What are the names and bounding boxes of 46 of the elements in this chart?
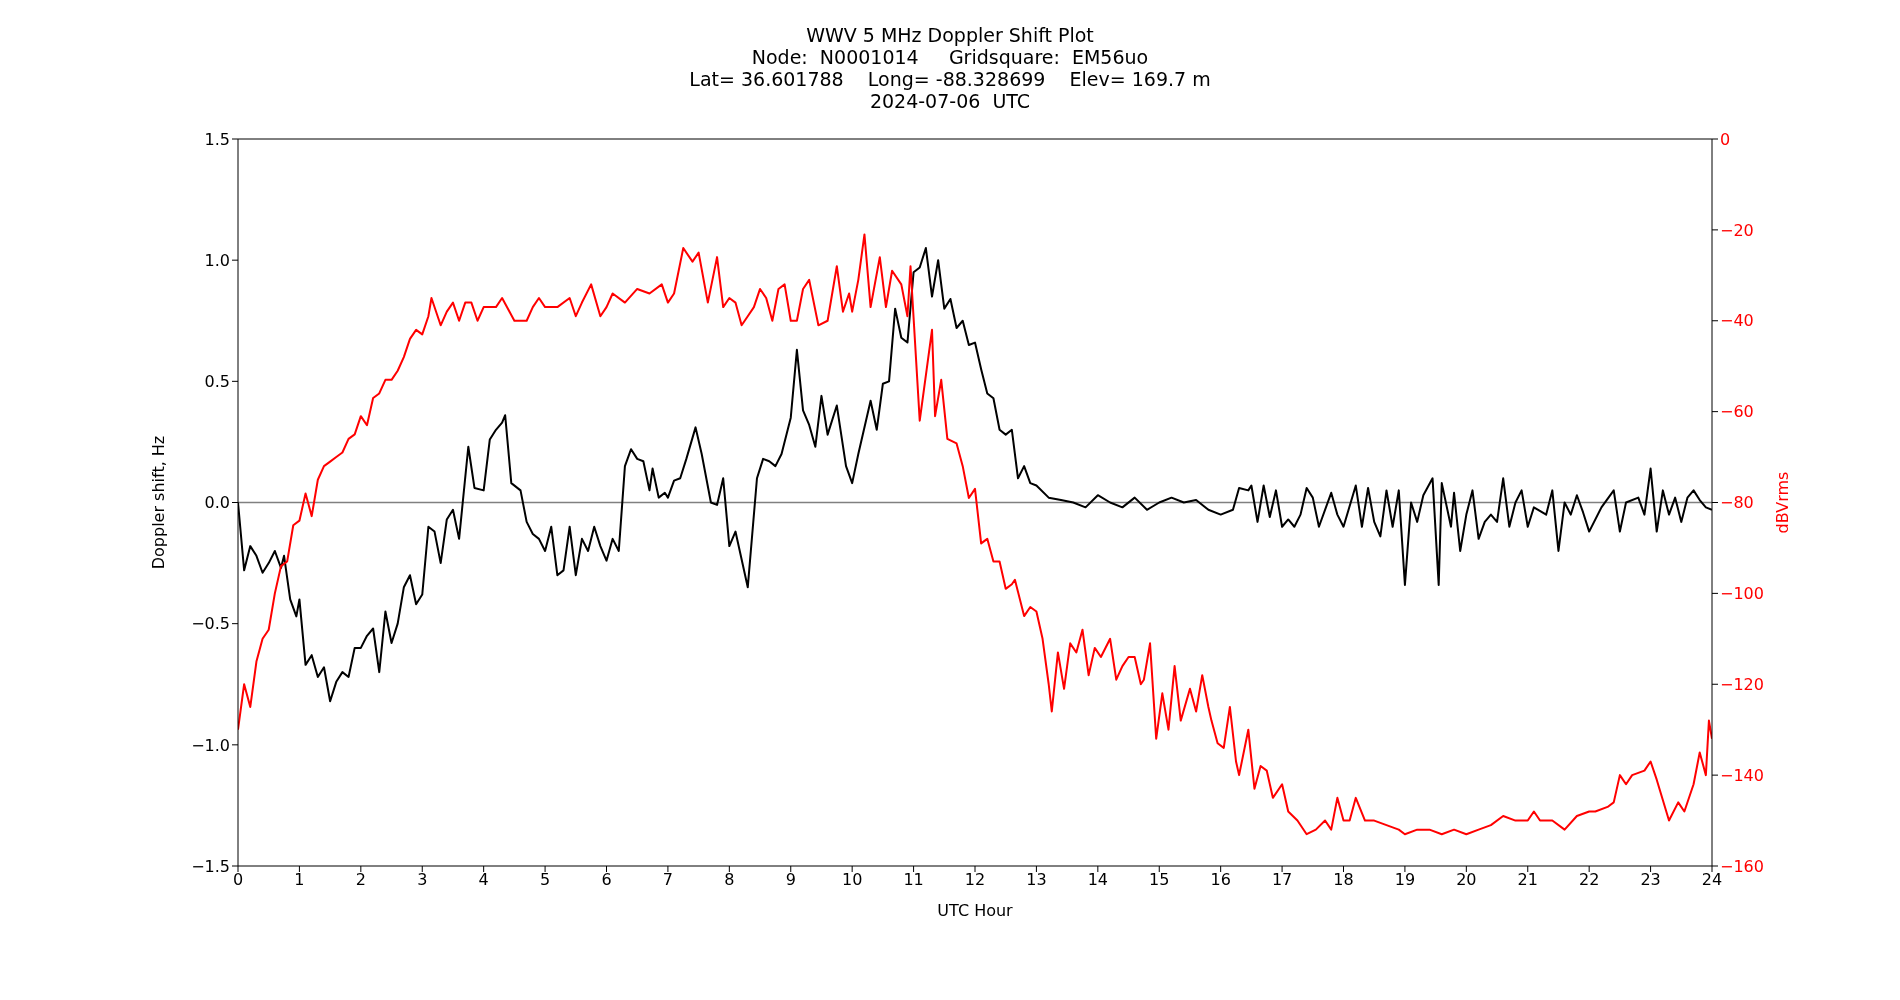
x-tick-label: 2 <box>355 870 366 890</box>
x-tick-label: 1 <box>294 870 305 890</box>
y2-tick-label: 0 <box>1720 129 1731 149</box>
x-tick-label: 0 <box>232 870 244 890</box>
chart-subtitle: Node: N0001014 Gridsquare: EM56uo Lat= 36.601788 Long= -88.328699 Elev= 169.7 m 2024-07-06 UTC <box>688 46 1212 112</box>
x-tick-label: 20 <box>1456 870 1477 890</box>
x-tick-label: 14 <box>1087 870 1109 890</box>
x-tick-label: 23 <box>1640 870 1661 890</box>
x-tick-label: 5 <box>539 870 551 890</box>
x-tick-label: 15 <box>1149 870 1170 890</box>
x-tick-label: 12 <box>964 870 986 890</box>
y2-tick-label: −40 <box>1720 311 1754 331</box>
y-tick-label: 1.5 <box>204 129 230 149</box>
y-tick-label: −1.0 <box>191 735 230 755</box>
x-tick-label: 10 <box>841 870 863 890</box>
x-tick-label: 11 <box>903 870 924 890</box>
y-tick-label: −1.5 <box>191 856 230 876</box>
x-tick-label: 22 <box>1578 870 1600 890</box>
x-tick-label: 19 <box>1394 870 1416 890</box>
y-tick-label: −0.5 <box>191 614 230 634</box>
x-tick-label: 9 <box>785 870 796 890</box>
y2-tick-label: −100 <box>1720 584 1764 604</box>
y-axis-title: Doppler shift, Hz <box>148 435 168 570</box>
y2-tick-label: −120 <box>1720 674 1764 694</box>
y-tick-label: 0.0 <box>204 493 230 513</box>
x-tick-label: 13 <box>1026 870 1047 890</box>
x-tick-label: 18 <box>1333 870 1354 890</box>
x-tick-label: 4 <box>478 870 489 890</box>
y-tick-label: 0.5 <box>204 372 230 392</box>
chart-title: WWV 5 MHz Doppler Shift Plot <box>805 24 1095 46</box>
y-tick-label: 1.0 <box>204 250 230 270</box>
y2-tick-label: −80 <box>1720 493 1754 513</box>
x-tick-label: 7 <box>662 870 674 890</box>
y2-tick-label: −160 <box>1720 856 1764 876</box>
x-tick-label: 3 <box>417 870 428 890</box>
y2-axis-title: dBVrms <box>1772 471 1792 534</box>
x-tick-label: 6 <box>601 870 612 890</box>
x-tick-label: 8 <box>724 870 735 890</box>
x-tick-label: 17 <box>1271 870 1293 890</box>
y2-tick-label: −20 <box>1720 220 1754 240</box>
x-tick-label: 16 <box>1210 870 1231 890</box>
x-tick-label: 24 <box>1701 870 1723 890</box>
y2-tick-label: −60 <box>1720 402 1754 422</box>
x-axis-title: UTC Hour <box>937 901 1014 920</box>
y2-tick-label: −140 <box>1720 765 1764 785</box>
x-tick-label: 21 <box>1517 870 1538 890</box>
